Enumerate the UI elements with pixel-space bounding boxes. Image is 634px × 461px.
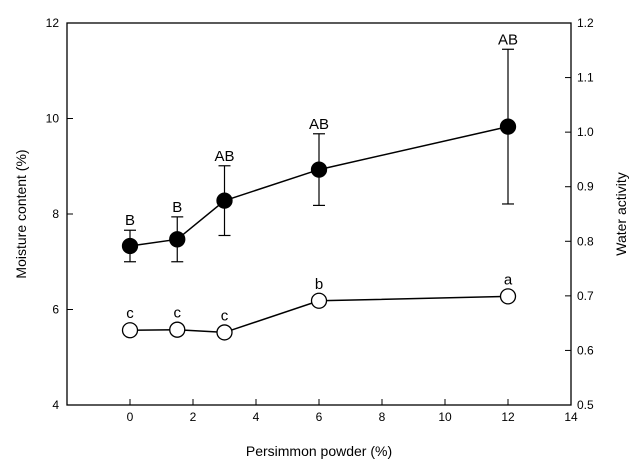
water-activity-data-point bbox=[310, 292, 328, 309]
y-right-tick-label: 1.2 bbox=[577, 16, 594, 30]
significance-label: c bbox=[126, 305, 134, 322]
y-left-tick-label: 6 bbox=[52, 303, 59, 317]
y-right-tick-label: 0.5 bbox=[577, 398, 594, 412]
y-axis-right-label: Water activity bbox=[613, 172, 629, 256]
moisture-data-point bbox=[499, 118, 517, 135]
x-tick-label: 4 bbox=[253, 410, 260, 424]
x-tick-label: 6 bbox=[316, 410, 323, 424]
y-right-tick-label: 0.6 bbox=[577, 343, 594, 357]
x-tick-label: 2 bbox=[190, 410, 197, 424]
significance-label: b bbox=[315, 276, 323, 293]
x-tick-label: 12 bbox=[501, 410, 515, 424]
y-left-tick-label: 10 bbox=[46, 112, 60, 126]
y-left-tick-label: 8 bbox=[52, 207, 59, 221]
moisture-data-point bbox=[310, 161, 328, 178]
y-right-tick-label: 0.8 bbox=[577, 234, 594, 248]
significance-label: AB bbox=[309, 116, 329, 133]
moisture-data-point bbox=[216, 192, 233, 209]
plot-frame bbox=[66, 22, 572, 406]
y-axis-left-label: Moisture content (%) bbox=[13, 149, 29, 278]
y-right-tick-label: 1.0 bbox=[577, 125, 594, 139]
water-activity-data-point bbox=[216, 324, 233, 341]
moisture-data-point bbox=[169, 231, 186, 248]
significance-label: B bbox=[125, 212, 135, 229]
water-activity-data-point bbox=[121, 322, 139, 339]
significance-label: c bbox=[221, 307, 229, 324]
axis-ticks: 0 2 4 6 8 10 12 14 4 6 8 10 12 0.5 0.6 0.7 0.8 0.9 1.0 1.1 1… bbox=[46, 16, 594, 424]
moisture-data-point bbox=[121, 237, 139, 255]
x-tick-label: 10 bbox=[438, 410, 452, 424]
x-tick-label: 0 bbox=[127, 410, 134, 424]
y-right-tick-label: 0.9 bbox=[577, 180, 594, 194]
water-activity-data-point bbox=[169, 321, 186, 338]
y-right-tick-label: 1.1 bbox=[577, 71, 594, 85]
significance-label: AB bbox=[498, 31, 518, 48]
water-activity-data-point bbox=[499, 288, 517, 305]
significance-label: c bbox=[174, 305, 182, 322]
y-left-tick-label: 12 bbox=[46, 16, 60, 30]
x-tick-label: 8 bbox=[379, 410, 386, 424]
significance-label: a bbox=[504, 271, 513, 288]
chart-marks: B B AB AB AB c c c b a bbox=[121, 31, 518, 341]
y-left-tick-label: 4 bbox=[52, 398, 59, 412]
significance-label: B bbox=[172, 199, 182, 216]
significance-label: AB bbox=[214, 148, 234, 165]
x-axis-label: Persimmon powder (%) bbox=[246, 443, 392, 459]
x-tick-label: 14 bbox=[564, 410, 578, 424]
y-right-tick-label: 0.7 bbox=[577, 289, 594, 303]
